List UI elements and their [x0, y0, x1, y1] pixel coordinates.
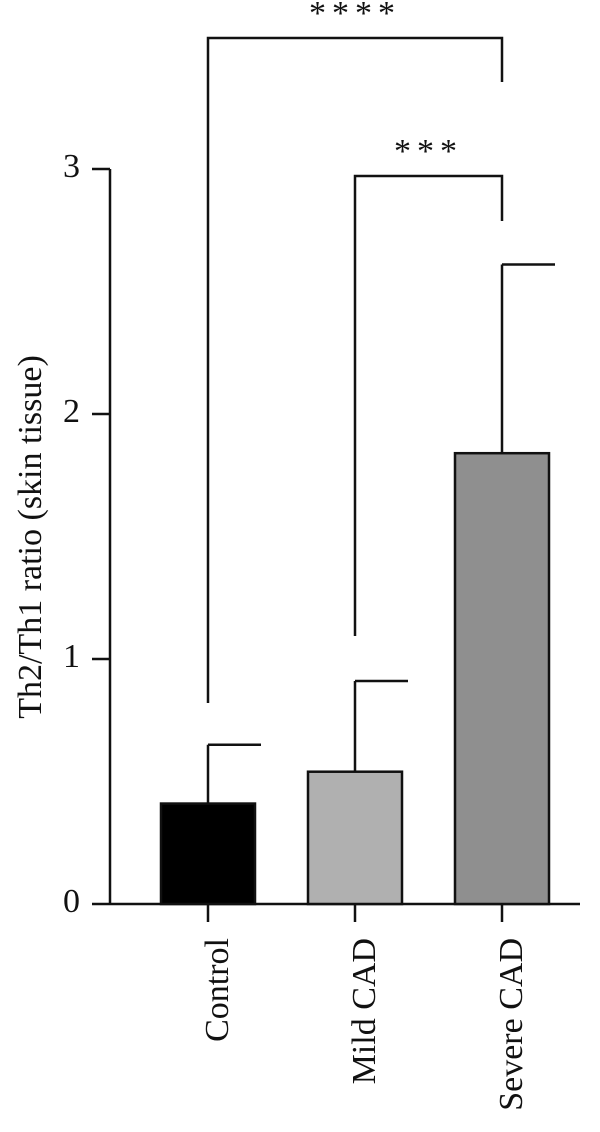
significance-bracket [206, 36, 504, 703]
significance-brackets: ******* [206, 0, 504, 703]
x-axis: Control Mild CAD Severe CAD [110, 902, 580, 1111]
error-bars [206, 263, 555, 804]
y-tick-label: 1 [63, 638, 80, 675]
y-tick-label: 3 [63, 148, 80, 185]
x-category-label: Severe CAD [493, 938, 530, 1111]
bar-control [159, 802, 257, 906]
significance-bracket [353, 174, 504, 636]
y-tick-label: 0 [63, 883, 80, 920]
bar-severe-cad [453, 451, 551, 906]
y-tick-label: 2 [63, 393, 80, 430]
significance-label: **** [309, 0, 401, 32]
y-axis: 0 1 2 3 [63, 148, 112, 920]
x-category-label: Mild CAD [346, 938, 383, 1084]
y-axis-title: Th2/Th1 ratio (skin tissue) [12, 355, 49, 719]
bar-mild-cad [306, 770, 404, 906]
x-category-label: Control [199, 938, 236, 1042]
bars [159, 451, 551, 906]
significance-label: *** [394, 133, 463, 170]
